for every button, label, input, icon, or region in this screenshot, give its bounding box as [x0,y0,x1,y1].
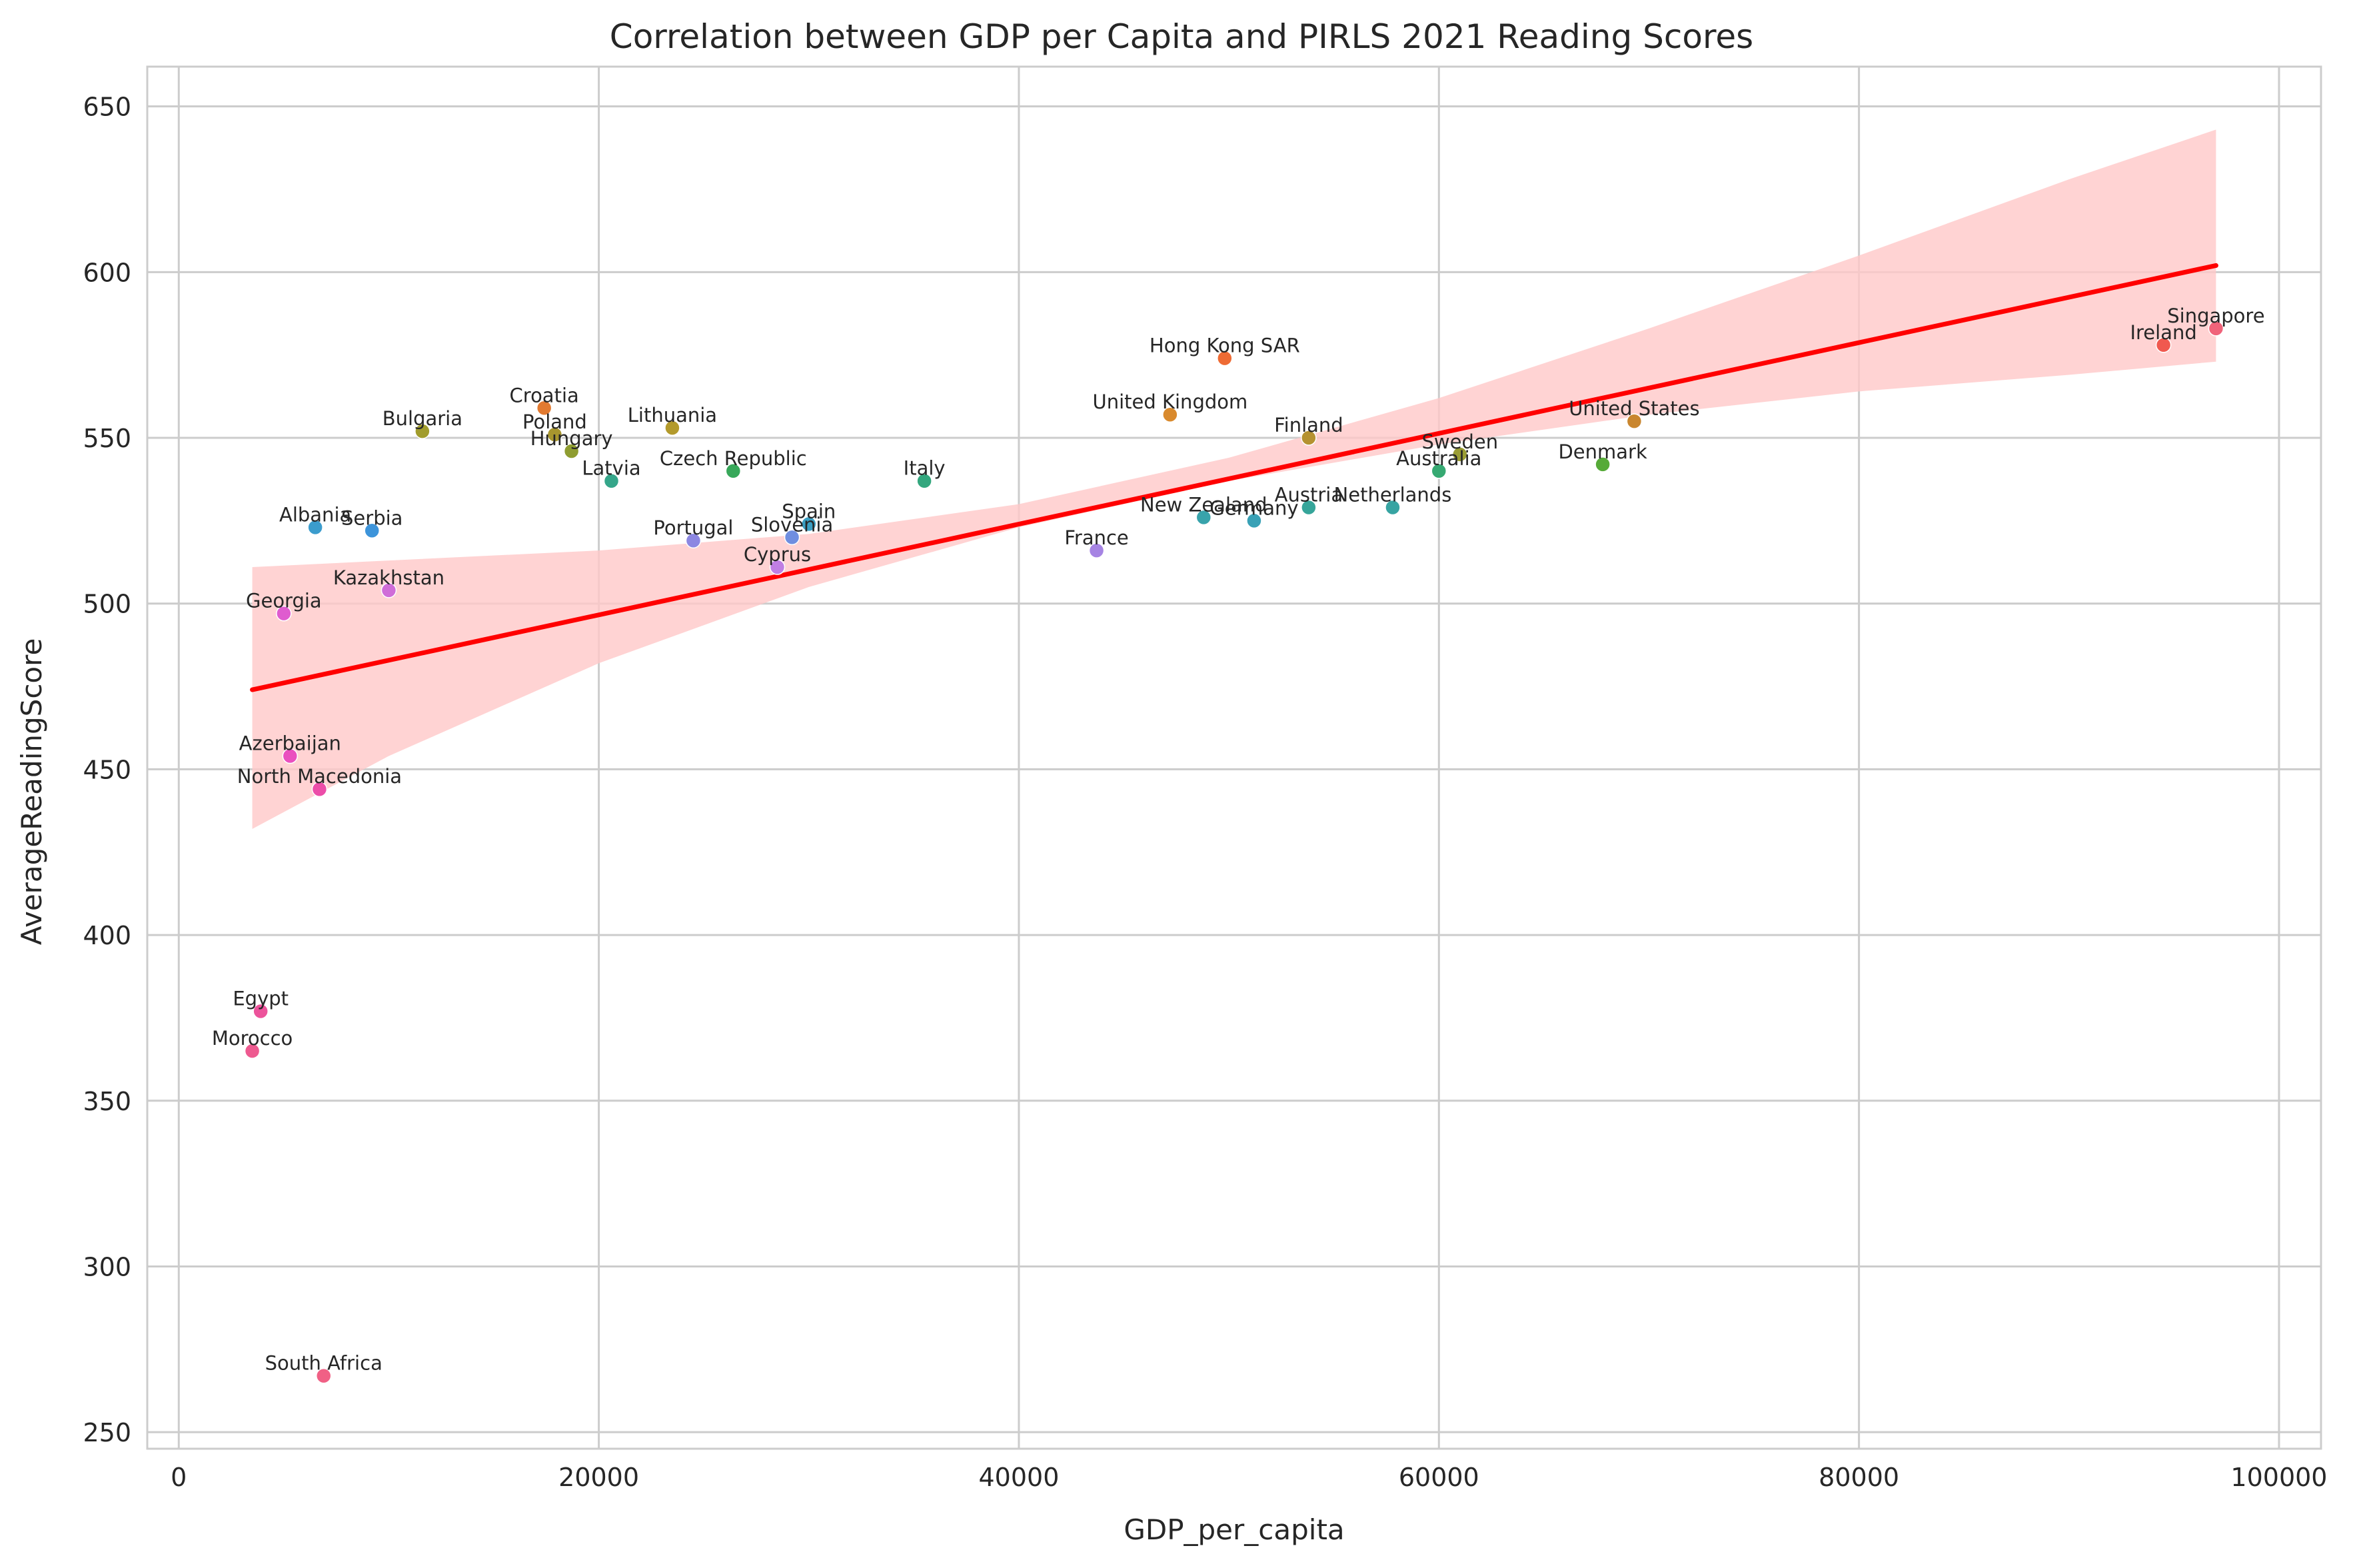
point-label: Bulgaria [383,407,462,430]
data-point [801,516,817,532]
data-point [916,472,932,489]
point-label: Australia [1396,447,1481,470]
y-tick-label: 550 [83,424,131,453]
point-label: Denmark [1558,440,1647,463]
point-label: Cyprus [744,543,811,566]
point-label: France [1064,526,1128,549]
point-label: South Africa [265,1352,383,1375]
regression-line-layer [250,263,2218,692]
data-point [546,426,563,442]
data-point [2155,337,2172,353]
data-point [307,519,323,536]
point-label: Slovenia [751,513,833,536]
y-tick-label: 400 [83,921,131,950]
point-label: Croatia [510,384,579,406]
point-label: Kazakhstan [333,566,444,589]
point-label: Czech Republic [660,447,807,470]
data-point [1385,499,1401,516]
data-point [1217,350,1233,367]
x-tick-label: 100000 [2230,1463,2327,1492]
regression-line [250,263,2218,692]
data-point [253,1003,269,1020]
point-label: Poland [522,410,587,433]
data-point [536,400,552,416]
point-label: New Zealand [1140,493,1267,516]
x-tick-label: 0 [171,1463,187,1492]
data-point [1431,463,1447,479]
data-point [364,522,380,539]
point-label: Finland [1274,414,1343,436]
point-label: Singapore [2167,305,2264,327]
point-label: Germany [1209,496,1298,519]
data-point [563,443,580,459]
y-tick-label: 300 [83,1252,131,1281]
data-point [414,423,430,439]
x-tick-label: 60000 [1399,1463,1479,1492]
point-label: Sweden [1422,430,1499,453]
data-point [1301,499,1317,516]
point-label: Spain [782,500,836,522]
point-label: Latvia [582,457,640,480]
point-label: Serbia [341,506,402,529]
x-tick-label: 20000 [558,1463,639,1492]
point-label: Georgia [246,590,322,612]
x-tick-label: 40000 [979,1463,1060,1492]
data-point [381,582,397,598]
point-label: North Macedonia [237,765,402,788]
data-point [244,1043,261,1059]
data-point [603,472,620,489]
point-label: Ireland [2130,321,2196,344]
point-label: Netherlands [1334,483,1452,506]
y-tick-label: 600 [83,258,131,287]
plot-frame [146,65,2322,1450]
data-point [1452,446,1468,462]
grid-lines [147,67,2321,1449]
data-point [311,781,328,797]
data-point [1195,509,1212,526]
y-tick-label: 650 [83,93,131,122]
data-point [315,1367,332,1384]
y-tick-label: 500 [83,590,131,619]
data-point [2208,321,2224,337]
point-label: United States [1569,397,1699,420]
point-label: Hungary [530,427,613,450]
data-point [276,605,292,622]
y-tick-label: 450 [83,755,131,784]
data-point [1162,406,1178,422]
point-label: Hong Kong SAR [1150,335,1300,357]
data-point [1301,430,1317,446]
data-point [685,532,702,548]
y-axis-label: AverageReadingScore [15,638,48,946]
data-point [664,420,680,436]
data-point [725,463,742,479]
chart-title: Correlation between GDP per Capita and P… [610,17,1753,56]
data-point [282,748,299,764]
y-tick-label: 350 [83,1087,131,1116]
point-label: Lithuania [628,404,717,426]
point-label: Morocco [212,1027,293,1050]
point-label: United Kingdom [1092,391,1247,413]
y-tick-label: 250 [83,1418,131,1447]
data-point [784,529,800,546]
data-point [1088,542,1105,558]
point-label: Austria [1275,483,1343,506]
data-point [1626,413,1643,429]
point-label: Azerbaijan [239,732,341,755]
x-tick-label: 80000 [1819,1463,1899,1492]
point-label: Portugal [653,516,733,539]
point-label: Egypt [233,987,289,1010]
y-tick-labels: 250 300 350 400 450 500 550 600 650 [83,93,131,1447]
point-label: Albania [279,503,351,526]
data-point [769,559,786,575]
point-label: Italy [904,457,946,480]
data-point [1246,512,1262,529]
data-point [1595,456,1611,472]
x-tick-labels: 0 20000 40000 60000 80000 100000 [171,1463,2327,1492]
data-points [244,321,2224,1384]
x-axis-label: GDP_per_capita [1124,1513,1344,1546]
